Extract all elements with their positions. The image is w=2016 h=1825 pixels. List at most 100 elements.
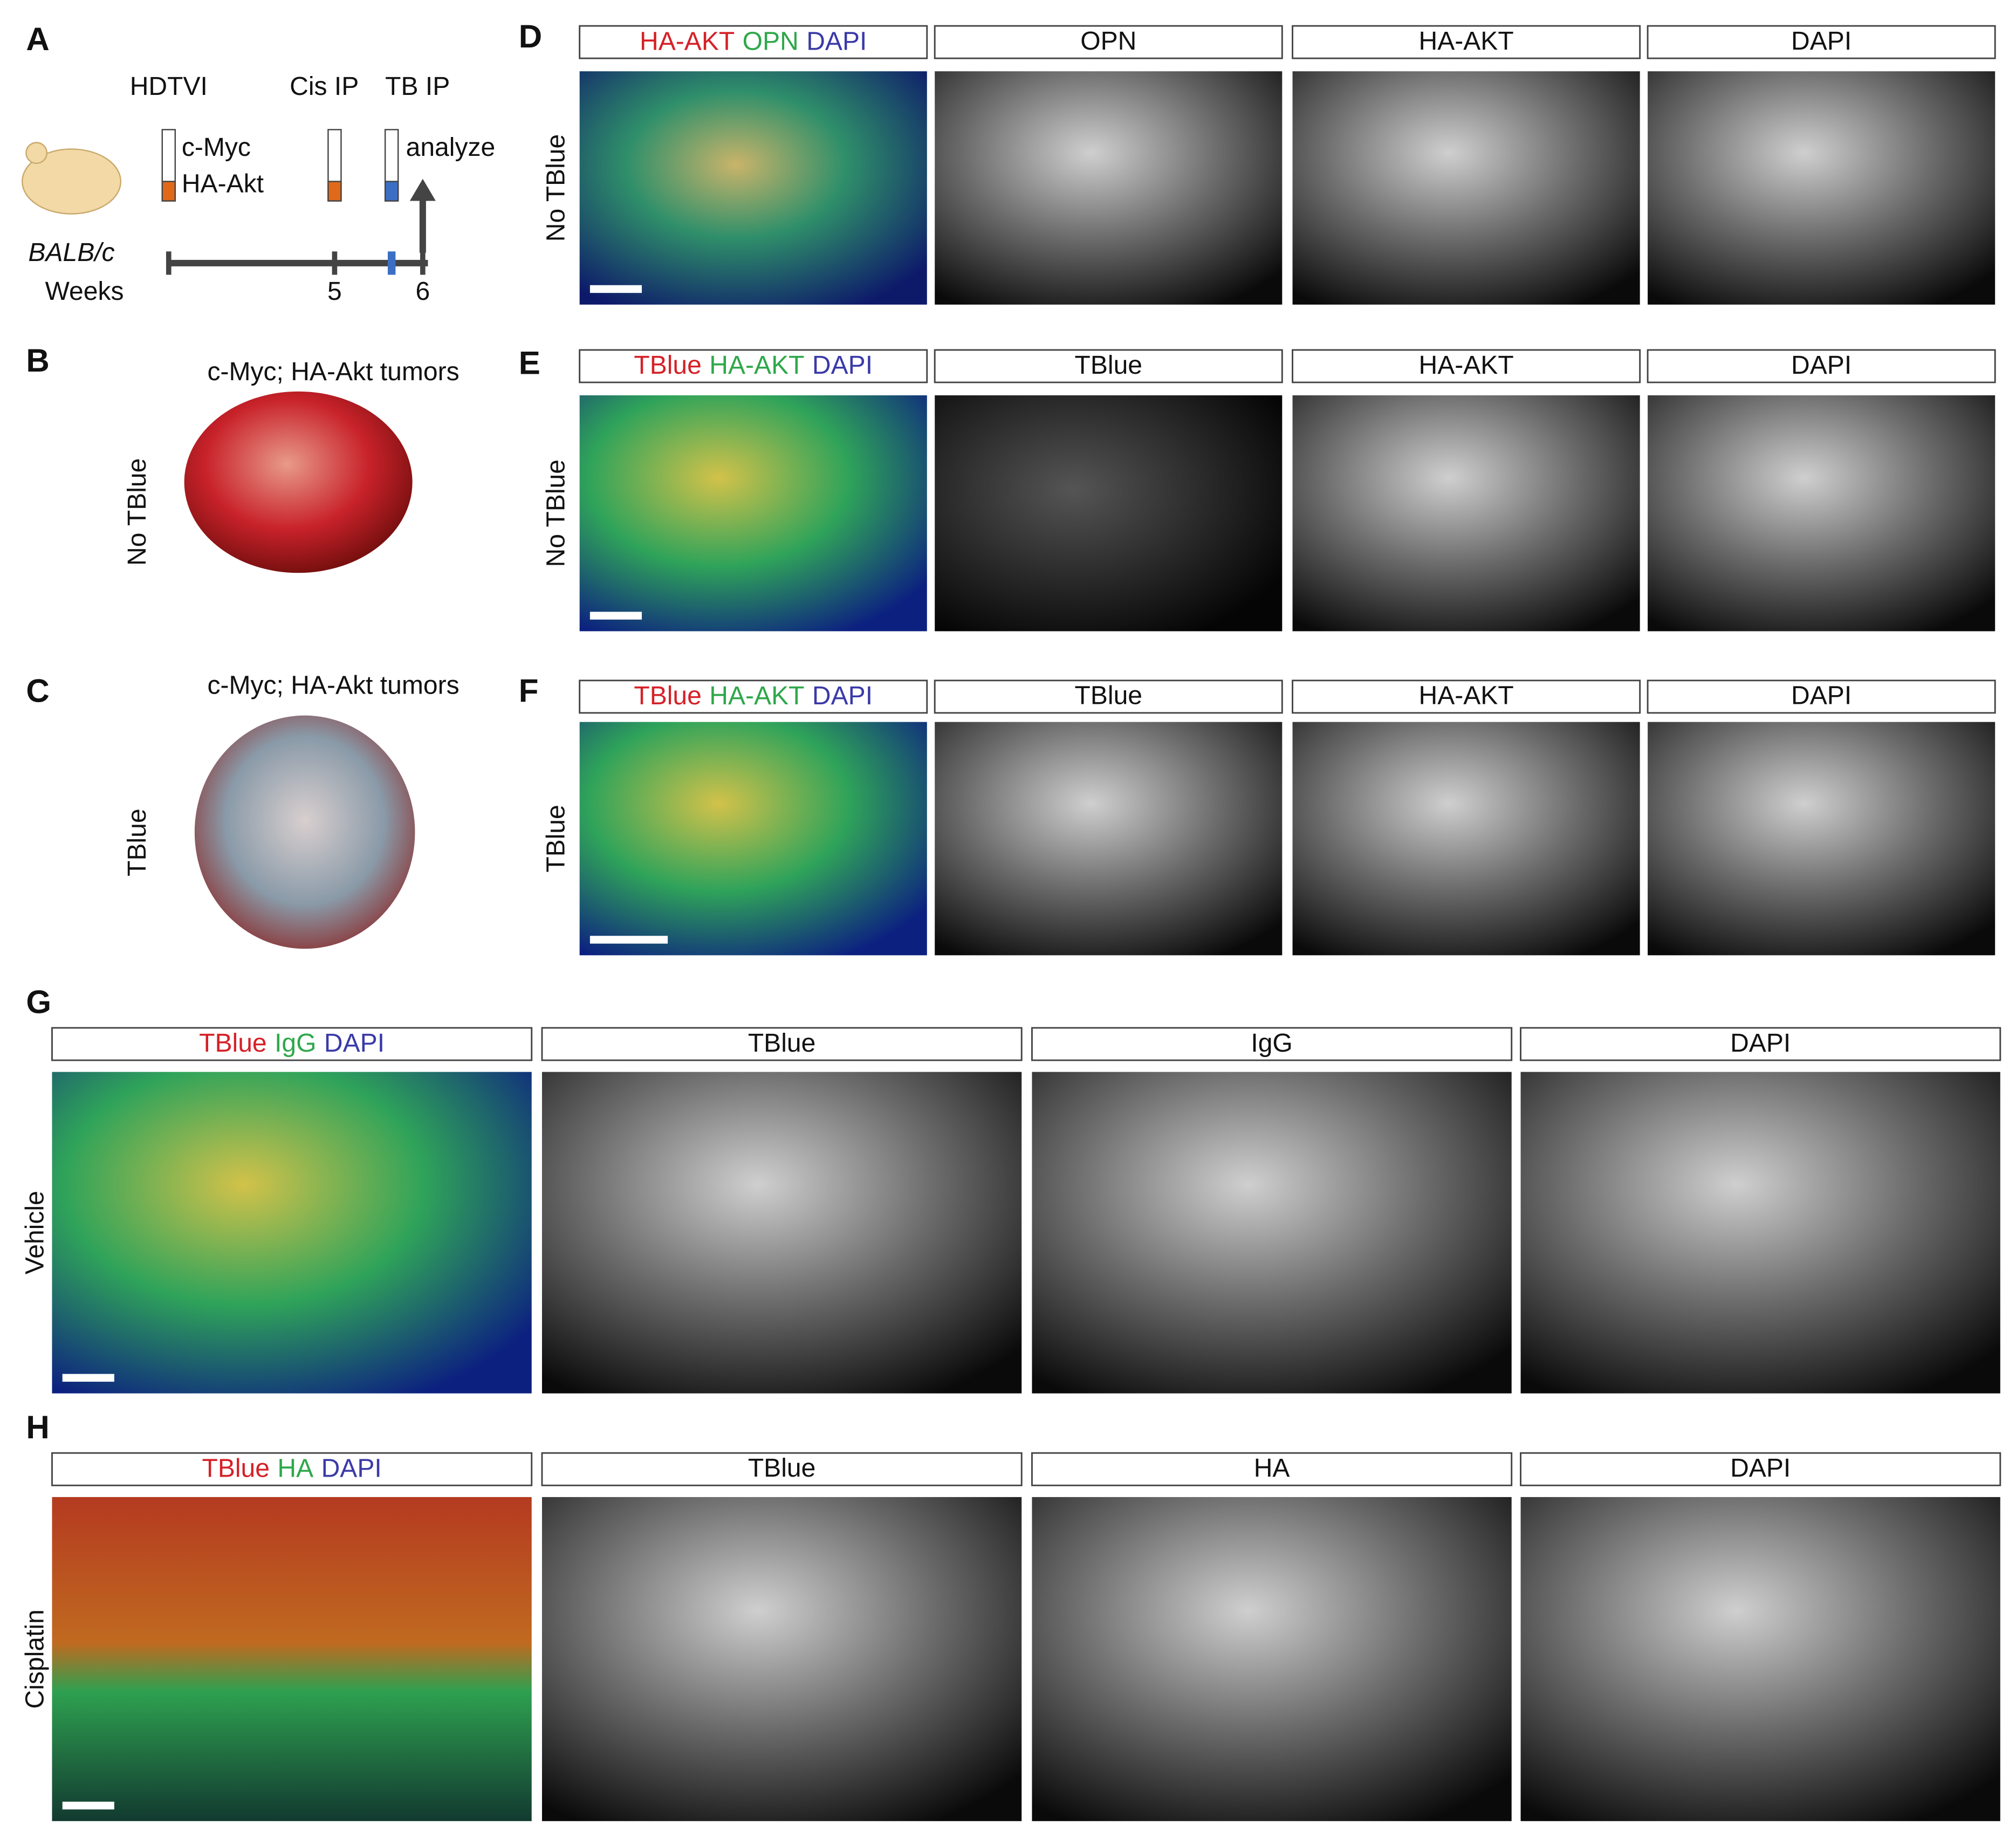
- micrograph: [935, 71, 1283, 305]
- channel-header: [1647, 680, 1996, 714]
- channel-label: DAPI: [1730, 1028, 1791, 1058]
- channel-header: [579, 680, 928, 714]
- merge-channel: DAPI: [812, 351, 873, 380]
- panel-letter: G: [26, 984, 51, 1020]
- micrograph: [1648, 722, 1996, 956]
- plasmid-label: HA-Akt: [182, 169, 264, 198]
- channel-label: HA: [1254, 1453, 1290, 1483]
- channel-label: DAPI: [1730, 1453, 1791, 1483]
- scale-bar: [62, 1801, 114, 1810]
- channel-header: [579, 25, 928, 59]
- micrograph: [1648, 71, 1996, 305]
- step-label: HDTVI: [130, 72, 208, 101]
- channel-label: DAPI: [1791, 681, 1852, 710]
- analyze-label: analyze: [406, 133, 496, 162]
- micrograph: [1648, 395, 1996, 632]
- micrograph: [579, 395, 927, 632]
- panel-letter: D: [519, 18, 542, 54]
- merge-channel: TBlue: [202, 1453, 270, 1483]
- channel-label: HA-AKT: [1419, 681, 1514, 710]
- merge-channel: HA-AKT: [640, 26, 735, 56]
- channel-header: [541, 1452, 1023, 1486]
- channel-header: [1292, 25, 1641, 59]
- panel-letter: B: [26, 342, 49, 379]
- tick-label: 5: [327, 277, 342, 306]
- channel-label: TBlue: [1075, 681, 1143, 710]
- merge-channel: TBlue: [634, 351, 702, 380]
- scale-bar: [62, 1374, 114, 1382]
- channel-label: TBlue: [748, 1028, 816, 1058]
- channel-header: [1647, 349, 1996, 383]
- micrograph: [52, 1072, 532, 1394]
- merge-channel: DAPI: [812, 681, 873, 710]
- micrograph: [935, 395, 1283, 632]
- micrograph: [541, 1497, 1022, 1821]
- channel-header: [51, 1452, 533, 1486]
- condition-label: TBlue: [541, 805, 571, 873]
- merge-label: TBlue IgG DAPI: [199, 1028, 385, 1058]
- merge-label: TBlue HA-AKT DAPI: [634, 351, 873, 380]
- plasmid-label: c-Myc: [182, 133, 251, 162]
- merge-channel: HA-AKT: [709, 681, 804, 710]
- condition-label: TBlue: [122, 808, 152, 876]
- micrograph: [1292, 71, 1640, 305]
- channel-header: [934, 25, 1283, 59]
- channel-label: HA-AKT: [1419, 351, 1514, 380]
- strain-label: BALB/c: [28, 238, 114, 267]
- channel-label: IgG: [1251, 1028, 1292, 1058]
- micrograph: [935, 722, 1283, 956]
- merge-channel: IgG: [275, 1028, 316, 1058]
- channel-label: DAPI: [1791, 351, 1852, 380]
- channel-header: [1292, 680, 1641, 714]
- condition-label: No TBlue: [122, 458, 152, 566]
- merge-channel: DAPI: [321, 1453, 382, 1483]
- micrograph: [1032, 1497, 1512, 1821]
- tick-label: 6: [415, 277, 430, 306]
- channel-header: [1520, 1027, 2001, 1061]
- channel-label: OPN: [1080, 26, 1136, 56]
- channel-header: [934, 680, 1283, 714]
- scale-bar: [589, 612, 642, 620]
- micrograph: [1520, 1072, 2000, 1394]
- merge-channel: DAPI: [324, 1028, 385, 1058]
- condition-label: No TBlue: [541, 459, 571, 567]
- condition-label: No TBlue: [541, 134, 571, 242]
- condition-label: Vehicle: [20, 1191, 49, 1274]
- panel-title: c-Myc; HA-Akt tumors: [207, 357, 459, 386]
- merge-label: TBlue HA DAPI: [202, 1453, 381, 1483]
- channel-label: HA-AKT: [1419, 26, 1514, 56]
- channel-header: [934, 349, 1283, 383]
- panel-letter: E: [519, 345, 540, 381]
- channel-header: [1031, 1452, 1513, 1486]
- scale-bar: [589, 936, 668, 944]
- micrograph: [1520, 1497, 2000, 1821]
- merge-label: TBlue HA-AKT DAPI: [634, 681, 873, 710]
- merge-channel: TBlue: [199, 1028, 267, 1058]
- axis-label: Weeks: [45, 277, 124, 306]
- channel-header: [51, 1027, 533, 1061]
- scale-bar: [589, 285, 642, 293]
- merge-label: HA-AKT OPN DAPI: [640, 26, 867, 56]
- merge-channel: DAPI: [806, 26, 867, 56]
- step-label: Cis IP: [290, 72, 359, 101]
- micrograph: [1032, 1072, 1512, 1394]
- panels: A HDTVI Cis IP TB IP c-Myc HA-Akt analyze BALB/…: [20, 18, 2001, 1821]
- micrograph: [1292, 395, 1640, 632]
- channel-label: DAPI: [1791, 26, 1852, 56]
- micrograph: [541, 1072, 1022, 1394]
- step-label: TB IP: [385, 72, 450, 101]
- micrograph: [579, 71, 927, 305]
- channel-header: [1647, 25, 1996, 59]
- panel-title: c-Myc; HA-Akt tumors: [207, 671, 459, 700]
- channel-header: [1520, 1452, 2001, 1486]
- panel-letter: A: [26, 21, 49, 57]
- panel-letter: F: [519, 673, 539, 709]
- channel-header: [1292, 349, 1641, 383]
- channel-header: [541, 1027, 1023, 1061]
- merge-channel: TBlue: [634, 681, 702, 710]
- merge-channel: OPN: [743, 26, 799, 56]
- condition-label: Cisplatin: [20, 1609, 49, 1709]
- merge-channel: HA: [277, 1453, 313, 1483]
